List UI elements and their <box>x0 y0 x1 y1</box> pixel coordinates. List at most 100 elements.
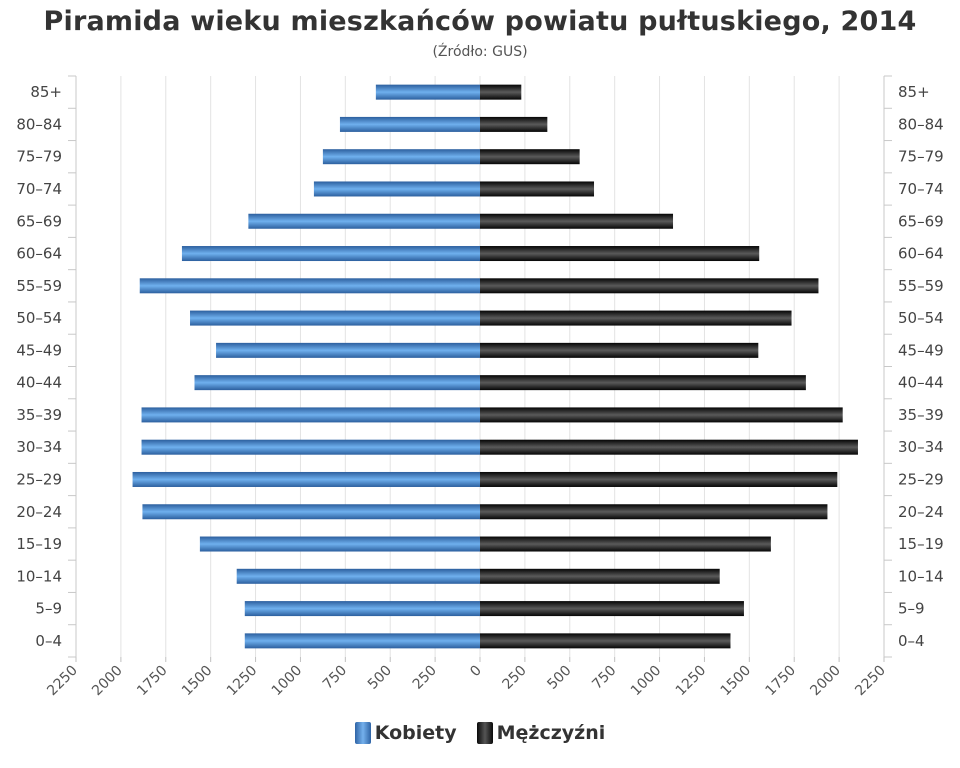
age-label-right: 20–24 <box>898 503 944 521</box>
legend-label-mezczyzni: Mężczyźni <box>496 722 606 744</box>
x-tick-label: 0 <box>467 663 485 681</box>
age-label-right: 80–84 <box>898 115 944 133</box>
bar-mezczyzni <box>480 407 843 423</box>
age-label-left: 45–49 <box>16 341 62 359</box>
population-pyramid-chart: 2250 2000 1750 1500 1250 1000 750 500 250 0 250 500… <box>16 75 944 700</box>
bar-mezczyzni <box>480 601 744 617</box>
age-label-right: 40–44 <box>898 374 944 392</box>
x-tick-label: 2000 <box>807 663 844 700</box>
bar-mezczyzni <box>480 246 760 262</box>
bar-kobiety <box>190 310 481 326</box>
bar-kobiety <box>194 375 481 391</box>
x-tick-label: 1250 <box>224 663 261 700</box>
bar-kobiety <box>322 149 480 165</box>
age-label-right: 35–39 <box>898 406 944 424</box>
legend: Kobiety Mężczyźni <box>0 722 960 744</box>
age-label-left: 40–44 <box>16 374 62 392</box>
bar-kobiety <box>132 471 480 487</box>
legend-item-kobiety[interactable]: Kobiety <box>354 722 457 744</box>
bar-mezczyzni <box>480 342 759 358</box>
x-tick-label: 250 <box>499 663 529 693</box>
age-label-right: 50–54 <box>898 309 944 327</box>
age-label-left: 10–14 <box>16 567 62 585</box>
chart-title: Piramida wieku mieszkańców powiatu pułtu… <box>43 6 917 37</box>
bar-mezczyzni <box>480 633 731 649</box>
age-label-left: 20–24 <box>16 503 62 521</box>
age-label-right: 60–64 <box>898 245 944 263</box>
x-tick-label: 750 <box>589 663 619 693</box>
age-label-right: 65–69 <box>898 212 944 230</box>
age-label-right: 75–79 <box>898 148 944 166</box>
bars <box>132 84 858 649</box>
x-tick-label: 2250 <box>44 663 81 700</box>
x-tick-label: 500 <box>544 663 574 693</box>
bar-mezczyzni <box>480 568 720 584</box>
bar-mezczyzni <box>480 310 792 326</box>
bar-mezczyzni <box>480 278 819 294</box>
age-label-right: 70–74 <box>898 180 944 198</box>
bar-mezczyzni <box>480 471 838 487</box>
bar-kobiety <box>339 116 480 132</box>
bar-mezczyzni <box>480 213 674 229</box>
bar-kobiety <box>248 213 480 229</box>
age-label-left: 5–9 <box>35 600 62 618</box>
bar-mezczyzni <box>480 439 858 455</box>
bar-kobiety <box>181 246 480 262</box>
x-tick-label: 500 <box>365 663 395 693</box>
age-label-right: 10–14 <box>898 567 944 585</box>
legend-swatch-kobiety <box>354 722 371 744</box>
bar-mezczyzni <box>480 149 580 165</box>
x-tick-label: 1750 <box>763 663 800 700</box>
x-tick-label: 1000 <box>628 663 665 700</box>
bar-kobiety <box>141 407 480 423</box>
age-label-left: 15–19 <box>16 535 62 553</box>
age-label-right: 55–59 <box>898 277 944 295</box>
x-tick-label: 1000 <box>269 663 306 700</box>
bar-mezczyzni <box>480 504 828 520</box>
age-label-left: 0–4 <box>35 632 62 650</box>
bar-kobiety <box>141 439 480 455</box>
x-tick-label: 1500 <box>718 663 755 700</box>
legend-label-kobiety: Kobiety <box>374 722 457 744</box>
age-label-right: 30–34 <box>898 438 944 456</box>
bar-kobiety <box>244 601 480 617</box>
age-label-left: 80–84 <box>16 115 62 133</box>
age-label-left: 85+ <box>30 83 62 101</box>
age-label-left: 60–64 <box>16 245 62 263</box>
age-label-left: 70–74 <box>16 180 62 198</box>
age-label-right: 0–4 <box>898 632 925 650</box>
chart-subtitle: (Źródło: GUS) <box>432 44 528 60</box>
bar-mezczyzni <box>480 116 548 132</box>
age-label-right: 45–49 <box>898 341 944 359</box>
age-label-left: 55–59 <box>16 277 62 295</box>
bar-kobiety <box>313 181 480 197</box>
bar-kobiety <box>216 342 480 358</box>
age-label-left: 30–34 <box>16 438 62 456</box>
legend-swatch-mezczyzni <box>476 722 493 744</box>
x-tick-label: 1750 <box>134 663 171 700</box>
age-label-left: 75–79 <box>16 148 62 166</box>
age-label-right: 85+ <box>898 83 930 101</box>
bar-mezczyzni <box>480 536 771 552</box>
bar-kobiety <box>199 536 481 552</box>
age-label-left: 65–69 <box>16 212 62 230</box>
bar-kobiety <box>236 568 480 584</box>
age-label-right: 5–9 <box>898 600 925 618</box>
axes <box>68 75 892 662</box>
age-label-left: 50–54 <box>16 309 62 327</box>
x-tick-label: 2250 <box>852 663 889 700</box>
legend-item-mezczyzni[interactable]: Mężczyźni <box>476 722 606 744</box>
age-label-right: 15–19 <box>898 535 944 553</box>
x-tick-label: 250 <box>410 663 440 693</box>
bar-kobiety <box>142 504 481 520</box>
x-tick-label: 750 <box>320 663 350 693</box>
age-label-right: 25–29 <box>898 470 944 488</box>
x-tick-label: 1500 <box>179 663 216 700</box>
x-tick-label: 2000 <box>89 663 126 700</box>
bar-mezczyzni <box>480 375 806 391</box>
age-label-left: 25–29 <box>16 470 62 488</box>
bar-kobiety <box>139 278 480 294</box>
x-tick-label: 1250 <box>673 663 710 700</box>
bar-mezczyzni <box>480 84 522 100</box>
bar-kobiety <box>375 84 480 100</box>
